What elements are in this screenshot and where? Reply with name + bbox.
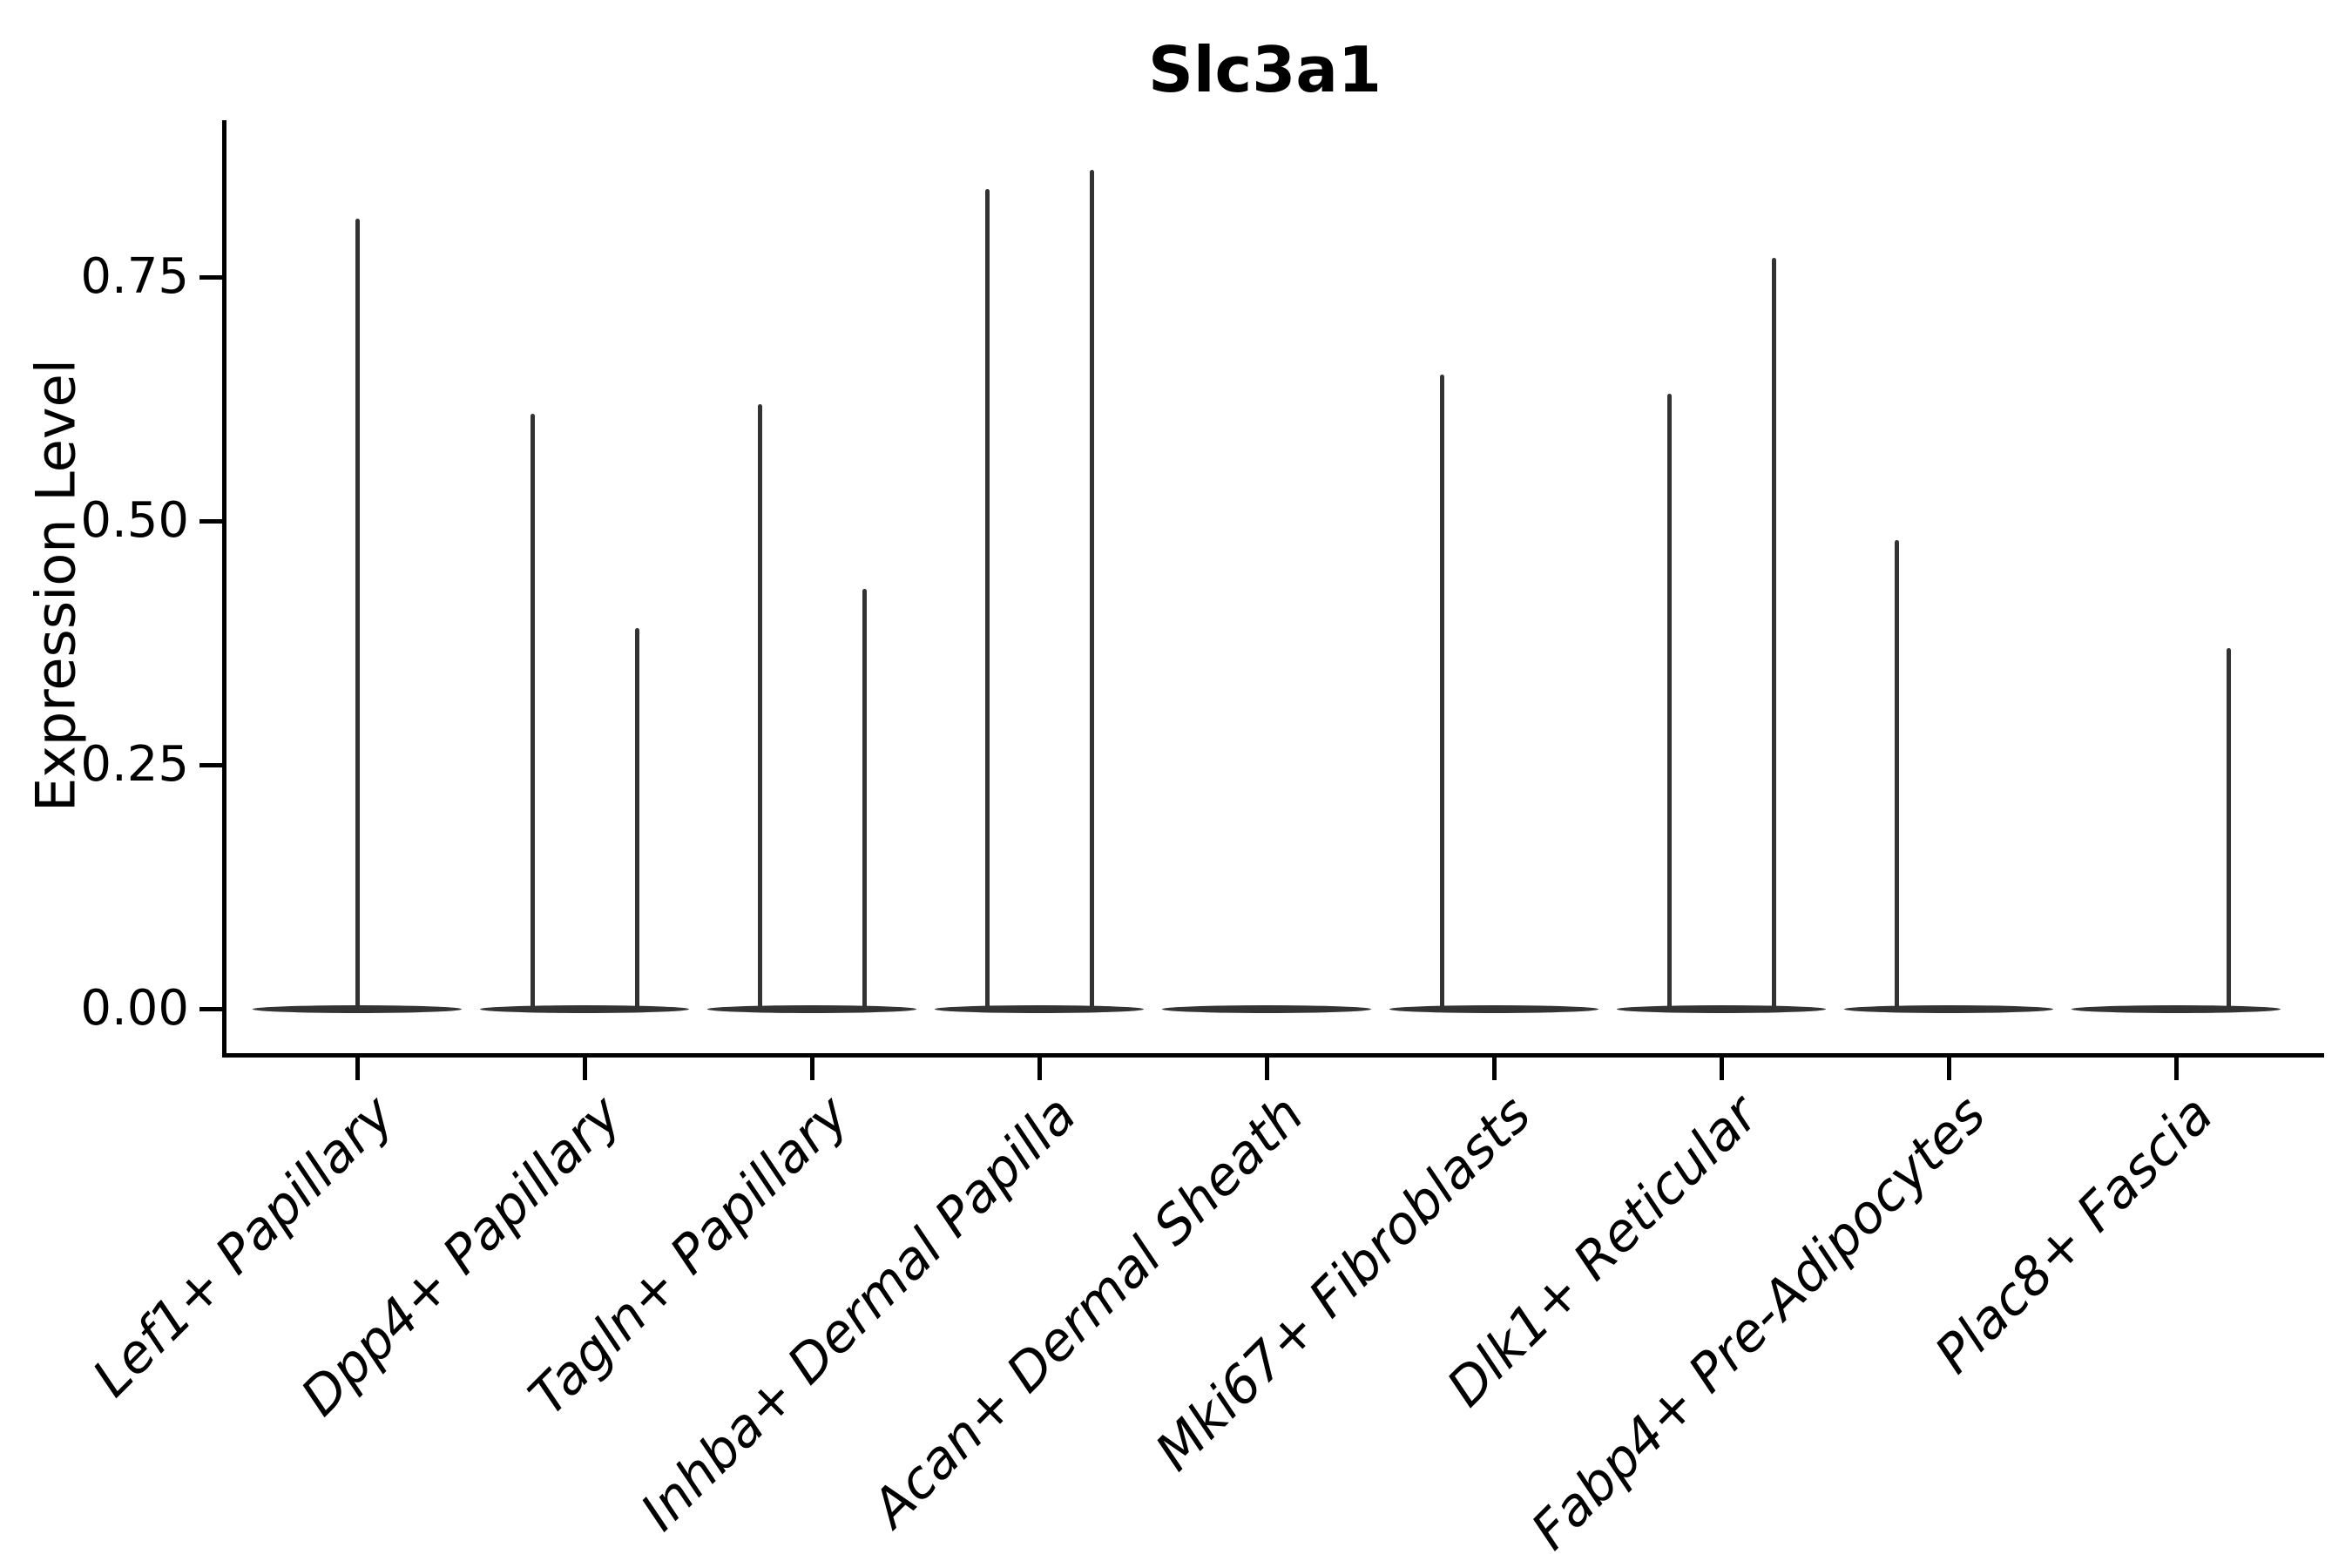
violin-body [253,1004,462,1013]
x-tick-mark [1947,1058,1951,1080]
violin-spike [1089,169,1094,1009]
x-tick-mark [810,1058,814,1080]
violin-spike [1439,375,1444,1009]
y-axis-spine [222,120,226,1058]
y-axis-label: Expression Level [24,359,88,812]
violin-spike [634,628,639,1009]
x-tick-mark [1720,1058,1724,1080]
violin-body [1389,1004,1598,1013]
violin-body [2072,1004,2281,1013]
violin-body [935,1004,1144,1013]
violin-spike [862,589,867,1009]
y-tick-label: 0.00 [80,980,189,1037]
violin-spike [1894,540,1899,1009]
violin-body [1617,1004,1826,1013]
violin-body [1844,1004,2053,1013]
y-tick-label: 0.75 [80,248,189,305]
violin-spike [984,189,990,1009]
x-tick-mark [355,1058,360,1080]
y-tick-mark [199,519,222,524]
x-axis-spine [222,1053,2324,1058]
y-tick-mark [199,275,222,280]
x-tick-mark [583,1058,587,1080]
violin-spike [1666,394,1672,1009]
x-tick-label: Fabp4+ Pre-Adipocytes [1519,1084,1997,1562]
violin-body [480,1004,689,1013]
violin-spike [355,218,360,1009]
x-tick-mark [2174,1058,2179,1080]
x-tick-label: Inhba+ Dermal Papilla [629,1084,1088,1543]
y-tick-mark [199,763,222,767]
violin-body [1162,1004,1371,1013]
chart-title: Slc3a1 [1148,33,1382,106]
violin-spike [2226,647,2231,1009]
violin-spike [530,413,535,1009]
y-tick-label: 0.25 [80,736,189,793]
x-tick-mark [1492,1058,1497,1080]
y-tick-mark [199,1007,222,1011]
y-tick-label: 0.50 [80,492,189,549]
violin-spike [757,403,762,1009]
x-tick-mark [1037,1058,1042,1080]
violin-body [707,1004,916,1013]
x-tick-label: Acan+ Dermal Sheath [860,1084,1315,1539]
x-tick-mark [1265,1058,1269,1080]
violin-spike [1771,257,1776,1009]
x-tick-label: Mki67+ Fibroblasts [1144,1084,1543,1484]
